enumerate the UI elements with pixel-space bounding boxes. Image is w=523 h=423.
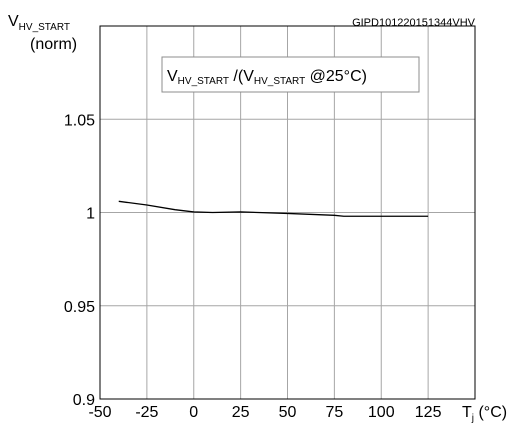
y-tick-label: 0.95: [64, 299, 95, 316]
annotation-c: @25°C): [305, 68, 367, 85]
series-line: [118, 200, 429, 217]
plot-frame: [99, 25, 476, 400]
x-tick-labels: -50 -25 0 25 50 75 100 125: [88, 404, 441, 421]
x-label-unit: (°C): [474, 404, 507, 421]
annotation-b: /(V: [229, 68, 254, 85]
x-tick-label: 125: [415, 404, 442, 421]
x-label-sub: j: [471, 413, 474, 423]
x-tick-label: 75: [325, 404, 343, 421]
annotation-b-sub: HV_START: [254, 76, 305, 87]
y-axis-label-norm: (norm): [30, 36, 77, 53]
x-label-main: T: [462, 404, 472, 421]
figure-id: GIPD101220151344VHV: [352, 17, 476, 29]
x-tick-label: 0: [189, 404, 198, 421]
y-axis-label: VHV_START: [8, 13, 70, 33]
x-tick-label: 100: [368, 404, 395, 421]
y-tick-labels: 0.9 0.95 1 1.05: [64, 112, 95, 409]
y-tick-label: 1: [86, 206, 95, 223]
x-tick-label: -25: [135, 404, 158, 421]
x-tick-label: 50: [279, 404, 297, 421]
x-axis-label: Tj (°C): [462, 404, 507, 423]
annotation-a: V: [167, 68, 178, 85]
annotation-box: [161, 56, 420, 93]
y-label-sub: HV_START: [19, 22, 70, 33]
x-tick-label: 25: [232, 404, 250, 421]
y-tick-label: 0.9: [73, 392, 95, 409]
y-label-main: V: [8, 13, 19, 30]
x-tick-label: -50: [88, 404, 111, 421]
y-tick-label: 1.05: [64, 112, 95, 129]
annotation-text: VHV_START /(VHV_START @25°C): [167, 68, 367, 87]
annotation-a-sub: HV_START: [178, 76, 229, 87]
